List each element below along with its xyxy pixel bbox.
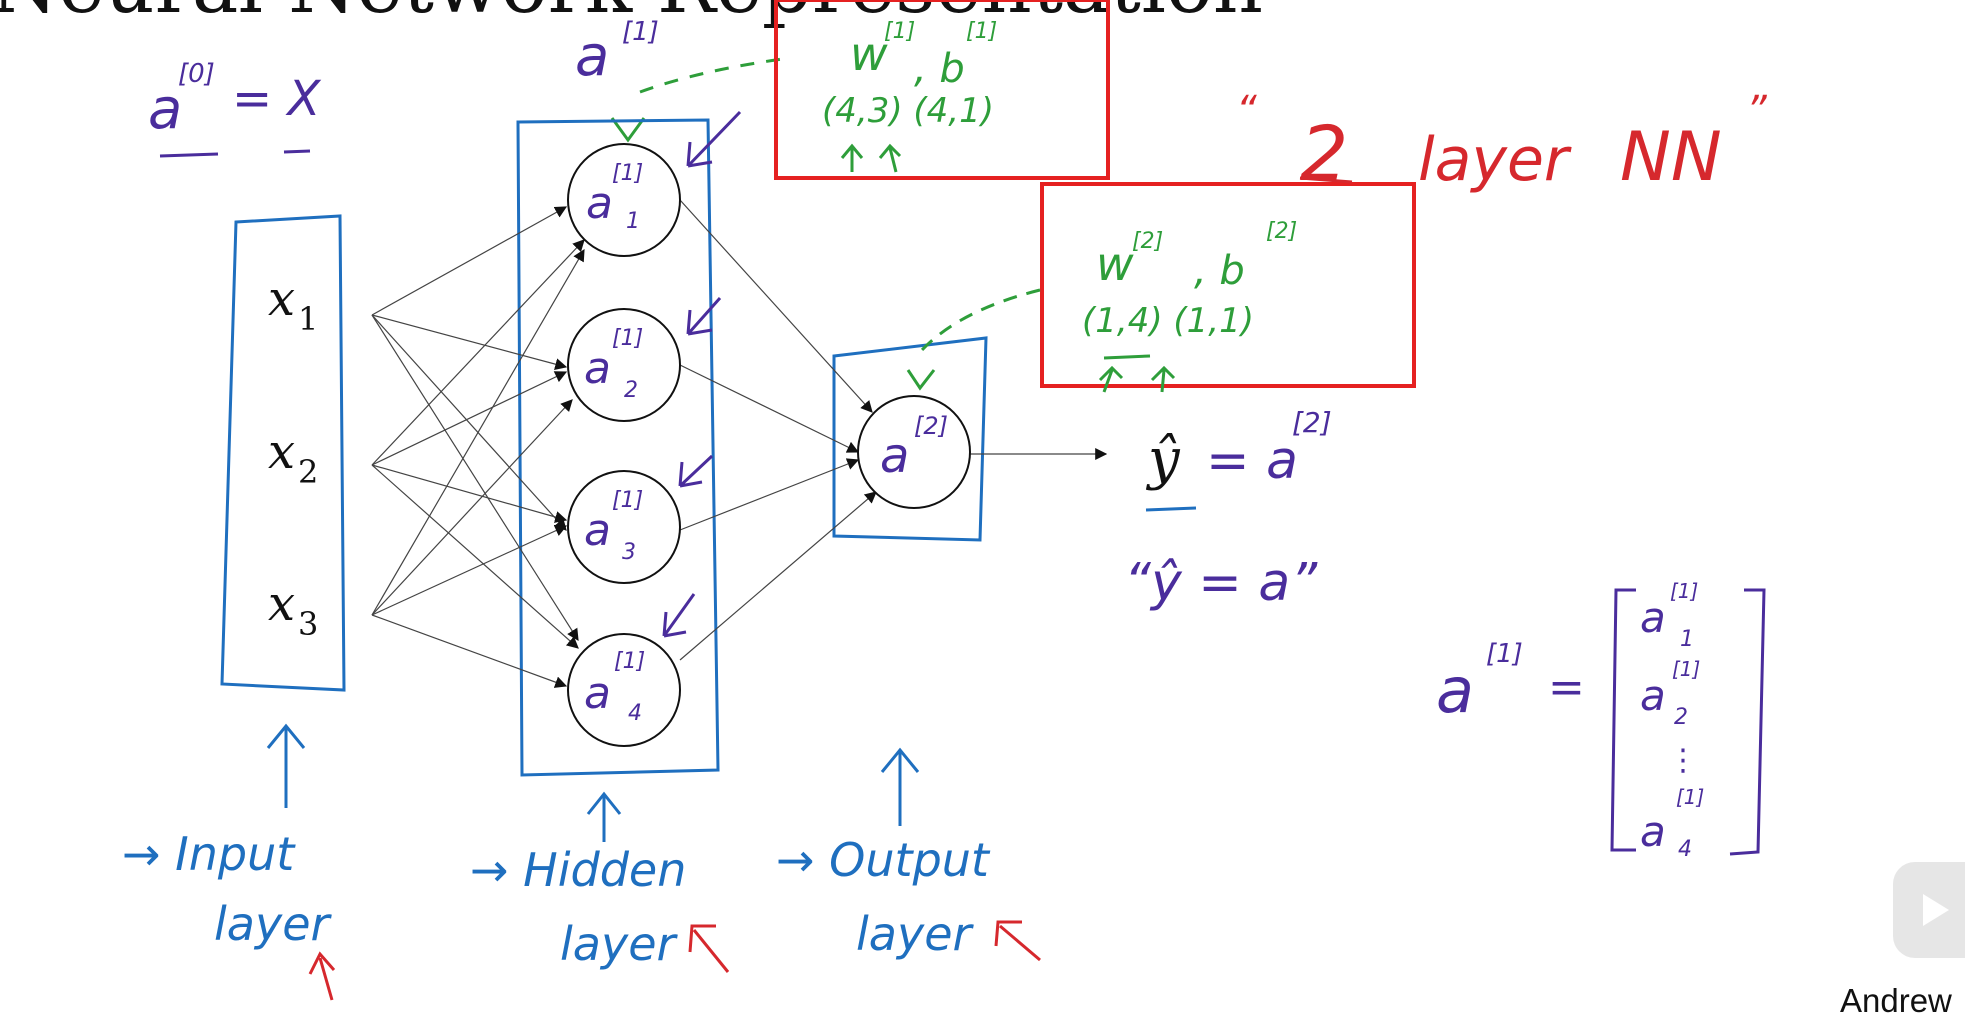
svg-text:= X: = X [232, 71, 321, 127]
svg-text:2: 2 [298, 453, 318, 491]
svg-text:x: x [268, 576, 295, 632]
hidden-annotation-arrows [662, 110, 742, 638]
yhat-equation: ŷ = a [2] [1145, 406, 1332, 512]
svg-text:⋮: ⋮ [1668, 743, 1698, 778]
hidden-node-4: a [1] 4 [567, 633, 681, 747]
hidden-node-1: a [1] 1 [567, 143, 681, 257]
w2-b2-highlight-box [1040, 182, 1416, 388]
w2-b2-annotation: w [2] , b [2] (1,4) (1,1) [906, 219, 1297, 393]
svg-text:[1]: [1] [1670, 579, 1698, 603]
svg-text:a: a [1640, 807, 1666, 856]
svg-text:= a: = a [1206, 431, 1298, 491]
svg-text:, b: , b [1194, 248, 1245, 294]
play-icon [1923, 894, 1949, 926]
svg-text:[1]: [1] [1676, 785, 1704, 809]
a1-vector: a [1] = a [1] 1 a [1] 2 ⋮ a [1] 4 [1436, 579, 1766, 862]
svg-text:4: 4 [628, 701, 642, 726]
svg-text:→ Hidden: → Hidden [470, 843, 686, 897]
svg-text:1: 1 [626, 209, 640, 234]
svg-text:4: 4 [1678, 837, 1692, 862]
svg-text:x: x [268, 271, 295, 327]
hidden-layer-label: → Hidden layer [470, 791, 730, 973]
svg-text:[2]: [2] [1266, 219, 1297, 244]
svg-text:layer: layer [560, 917, 678, 971]
svg-text:a: a [584, 668, 611, 719]
svg-text:a: a [584, 505, 611, 556]
svg-text:3: 3 [298, 605, 318, 643]
svg-text:[2]: [2] [1132, 229, 1163, 254]
svg-text:[2]: [2] [914, 412, 948, 440]
input-layer-box [220, 214, 346, 692]
svg-text:a: a [1640, 671, 1666, 720]
svg-text:ŷ: ŷ [1145, 427, 1181, 492]
hidden-node-2: a [1] 2 [567, 308, 681, 422]
output-layer-label: → Output layer [776, 747, 1041, 962]
svg-text:NN: NN [1620, 118, 1722, 197]
output-node: a [2] [857, 395, 971, 509]
svg-text:[2]: [2] [1292, 406, 1332, 439]
svg-text:”: ” [1746, 88, 1767, 134]
svg-text:a: a [586, 178, 613, 229]
w1-b1-highlight-box [774, 0, 1110, 180]
svg-text:=: = [1548, 662, 1585, 713]
svg-text:2: 2 [624, 378, 638, 403]
svg-text:[1]: [1] [612, 161, 643, 186]
svg-text:[1]: [1] [966, 19, 997, 44]
svg-text:a: a [148, 77, 182, 142]
svg-text:→ Output: → Output [776, 833, 991, 887]
input-x2: x 2 [268, 424, 318, 491]
svg-text:w: w [850, 27, 888, 81]
svg-text:a: a [575, 24, 609, 89]
svg-text:layer: layer [214, 897, 332, 951]
output-layer-box [832, 336, 988, 542]
svg-text:[1]: [1] [612, 488, 643, 513]
a1-top-label: a [1] [575, 17, 791, 143]
play-button[interactable] [1893, 862, 1965, 958]
svg-text:w: w [1096, 237, 1134, 291]
svg-text:x: x [268, 424, 295, 480]
svg-text:[1]: [1] [1486, 639, 1523, 669]
svg-text:[1]: [1] [622, 17, 659, 47]
svg-text:layer: layer [1418, 125, 1572, 195]
svg-text:[0]: [0] [178, 59, 215, 89]
two-layer-nn-label: “ 2 layer NN ” [1236, 88, 1767, 198]
svg-text:3: 3 [622, 540, 636, 565]
a0-equals-x: a [0] = X [148, 59, 321, 158]
hidden-layer-box [516, 118, 720, 777]
w1-b1-annotation: w [1] , b [1] (4,3) (4,1) [822, 19, 997, 173]
svg-text:2: 2 [1300, 109, 1348, 198]
svg-text:1: 1 [1680, 627, 1694, 652]
svg-text:layer: layer [856, 907, 974, 961]
svg-text:, b: , b [914, 46, 965, 92]
slide-title: Neural Network Representation [0, 0, 1263, 31]
svg-text:(1,4) (1,1): (1,4) (1,1) [1082, 301, 1254, 341]
svg-text:→ Input: → Input [122, 827, 296, 881]
input-hidden-edges [371, 206, 585, 688]
svg-text:a: a [584, 343, 611, 394]
svg-text:“: “ [1236, 88, 1257, 134]
svg-text:[1]: [1] [612, 326, 643, 351]
hidden-node-3: a [1] 3 [567, 470, 681, 584]
input-x3: x 3 [268, 576, 318, 643]
input-x1: x 1 [268, 271, 318, 338]
svg-text:2: 2 [1674, 705, 1688, 730]
svg-text:a: a [1436, 654, 1474, 727]
svg-text:a: a [880, 428, 909, 484]
author-name: Andrew [1840, 982, 1952, 1019]
svg-text:[1]: [1] [1672, 657, 1700, 681]
svg-text:1: 1 [298, 300, 318, 338]
svg-text:[1]: [1] [884, 19, 915, 44]
input-layer-label: → Input layer [122, 723, 336, 1001]
svg-text:(4,3) (4,1): (4,3) (4,1) [822, 91, 994, 131]
yhat-quote: “ŷ = a” [1124, 553, 1318, 613]
svg-text:a: a [1640, 593, 1666, 642]
svg-text:[1]: [1] [614, 649, 645, 674]
hidden-output-edges [679, 199, 1108, 661]
